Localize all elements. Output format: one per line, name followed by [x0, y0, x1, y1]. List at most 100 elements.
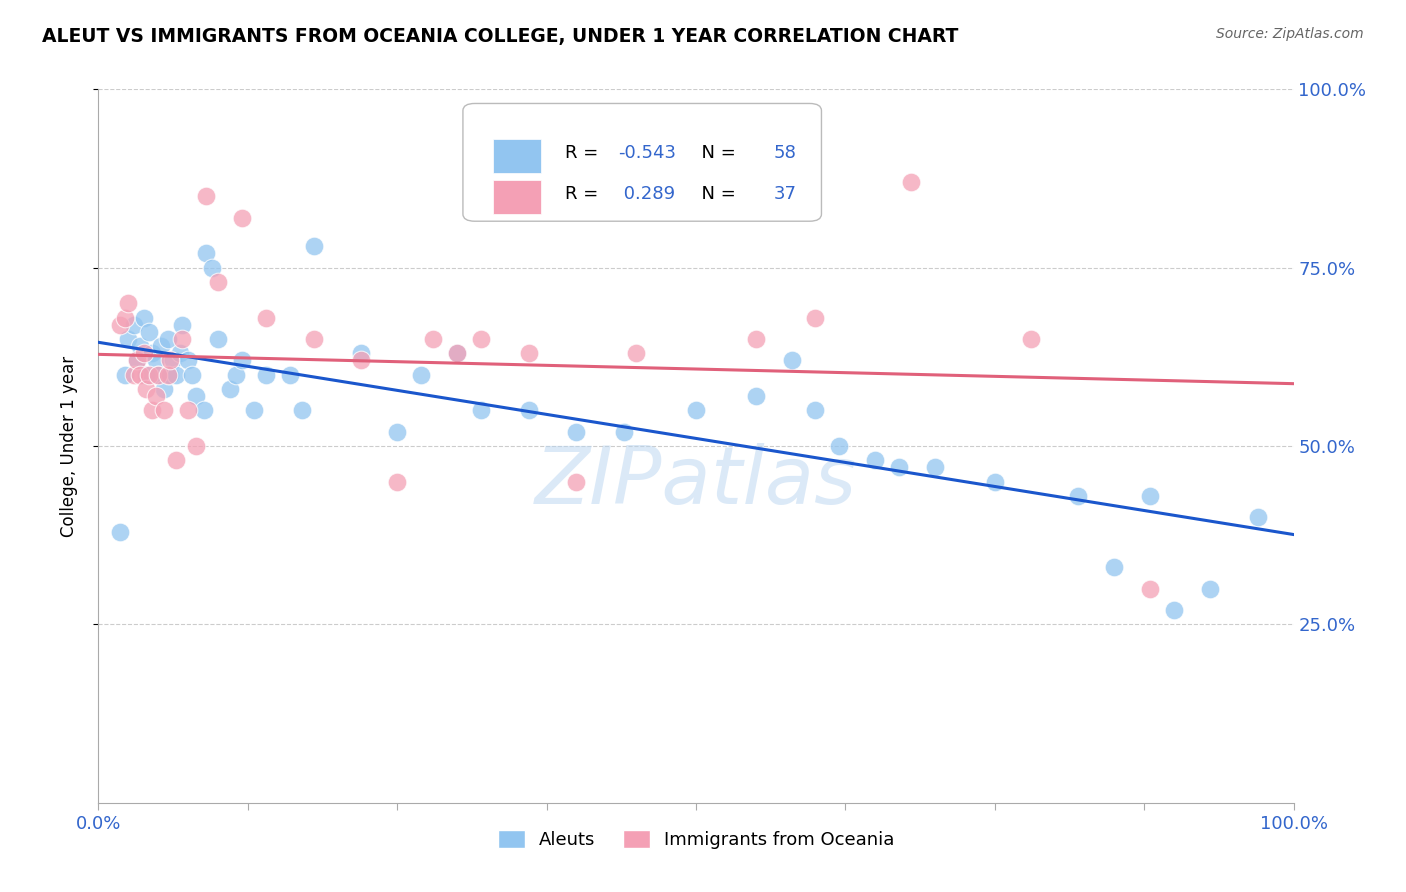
- Point: [385, 475, 409, 489]
- Point: [156, 368, 179, 382]
- Point: [780, 353, 803, 368]
- Point: [1199, 582, 1222, 596]
- Point: [984, 475, 1007, 489]
- Point: [828, 439, 851, 453]
- Point: [153, 382, 176, 396]
- Point: [195, 189, 218, 203]
- Text: ZIPatlas: ZIPatlas: [534, 442, 858, 521]
- Point: [1163, 603, 1185, 617]
- Point: [162, 353, 184, 368]
- Point: [153, 403, 176, 417]
- Bar: [494, 180, 541, 214]
- Point: [180, 368, 202, 382]
- Text: ALEUT VS IMMIGRANTS FROM OCEANIA COLLEGE, UNDER 1 YEAR CORRELATION CHART: ALEUT VS IMMIGRANTS FROM OCEANIA COLLEGE…: [42, 27, 959, 45]
- Point: [446, 346, 468, 360]
- Point: [302, 332, 325, 346]
- Point: [135, 368, 157, 382]
- Point: [291, 403, 314, 417]
- Point: [1019, 332, 1042, 346]
- Point: [148, 368, 170, 382]
- Text: R =: R =: [565, 186, 603, 203]
- Point: [924, 460, 946, 475]
- Point: [149, 339, 172, 353]
- Point: [172, 318, 194, 332]
- Point: [219, 382, 242, 396]
- Point: [117, 296, 139, 310]
- Point: [117, 332, 139, 346]
- Point: [108, 524, 131, 539]
- Text: R =: R =: [565, 145, 603, 162]
- Point: [145, 389, 167, 403]
- Point: [745, 332, 768, 346]
- Point: [422, 332, 444, 346]
- Point: [114, 368, 136, 382]
- Point: [231, 353, 253, 368]
- Point: [225, 368, 247, 382]
- Point: [169, 346, 191, 360]
- Point: [865, 453, 887, 467]
- Point: [141, 346, 163, 360]
- Point: [278, 368, 301, 382]
- Point: [254, 368, 277, 382]
- Point: [470, 403, 492, 417]
- Point: [1139, 582, 1161, 596]
- Legend: Aleuts, Immigrants from Oceania: Aleuts, Immigrants from Oceania: [488, 821, 904, 858]
- Point: [132, 310, 155, 325]
- Point: [141, 403, 163, 417]
- Point: [135, 382, 157, 396]
- Point: [138, 325, 160, 339]
- Point: [177, 403, 200, 417]
- Point: [517, 346, 540, 360]
- Text: 58: 58: [773, 145, 797, 162]
- Point: [411, 368, 433, 382]
- Point: [193, 403, 215, 417]
- Point: [148, 368, 170, 382]
- Point: [302, 239, 325, 253]
- Point: [254, 310, 277, 325]
- Point: [804, 310, 827, 325]
- Point: [125, 353, 148, 368]
- Text: N =: N =: [690, 145, 741, 162]
- Point: [900, 175, 922, 189]
- Point: [165, 368, 187, 382]
- Point: [138, 368, 160, 382]
- Point: [177, 353, 200, 368]
- Point: [613, 425, 636, 439]
- Point: [470, 332, 492, 346]
- Text: 0.289: 0.289: [619, 186, 675, 203]
- Text: 37: 37: [773, 186, 797, 203]
- Point: [1104, 560, 1126, 574]
- Point: [385, 425, 409, 439]
- Point: [172, 332, 194, 346]
- Point: [114, 310, 136, 325]
- Text: -0.543: -0.543: [619, 145, 676, 162]
- Point: [1247, 510, 1270, 524]
- Point: [129, 368, 152, 382]
- Point: [231, 211, 253, 225]
- Point: [626, 346, 648, 360]
- Text: N =: N =: [690, 186, 741, 203]
- Point: [156, 332, 179, 346]
- Point: [159, 368, 181, 382]
- Point: [124, 368, 146, 382]
- Point: [243, 403, 266, 417]
- Point: [129, 339, 152, 353]
- Point: [145, 353, 167, 368]
- Point: [159, 353, 181, 368]
- Point: [350, 346, 373, 360]
- Point: [195, 246, 218, 260]
- Point: [207, 332, 229, 346]
- Point: [889, 460, 911, 475]
- Point: [108, 318, 131, 332]
- Y-axis label: College, Under 1 year: College, Under 1 year: [59, 355, 77, 537]
- Point: [125, 353, 148, 368]
- Point: [1067, 489, 1090, 503]
- Point: [685, 403, 707, 417]
- Text: Source: ZipAtlas.com: Source: ZipAtlas.com: [1216, 27, 1364, 41]
- Point: [446, 346, 468, 360]
- Point: [1139, 489, 1161, 503]
- Point: [186, 439, 208, 453]
- Point: [565, 425, 588, 439]
- Point: [201, 260, 224, 275]
- Point: [517, 403, 540, 417]
